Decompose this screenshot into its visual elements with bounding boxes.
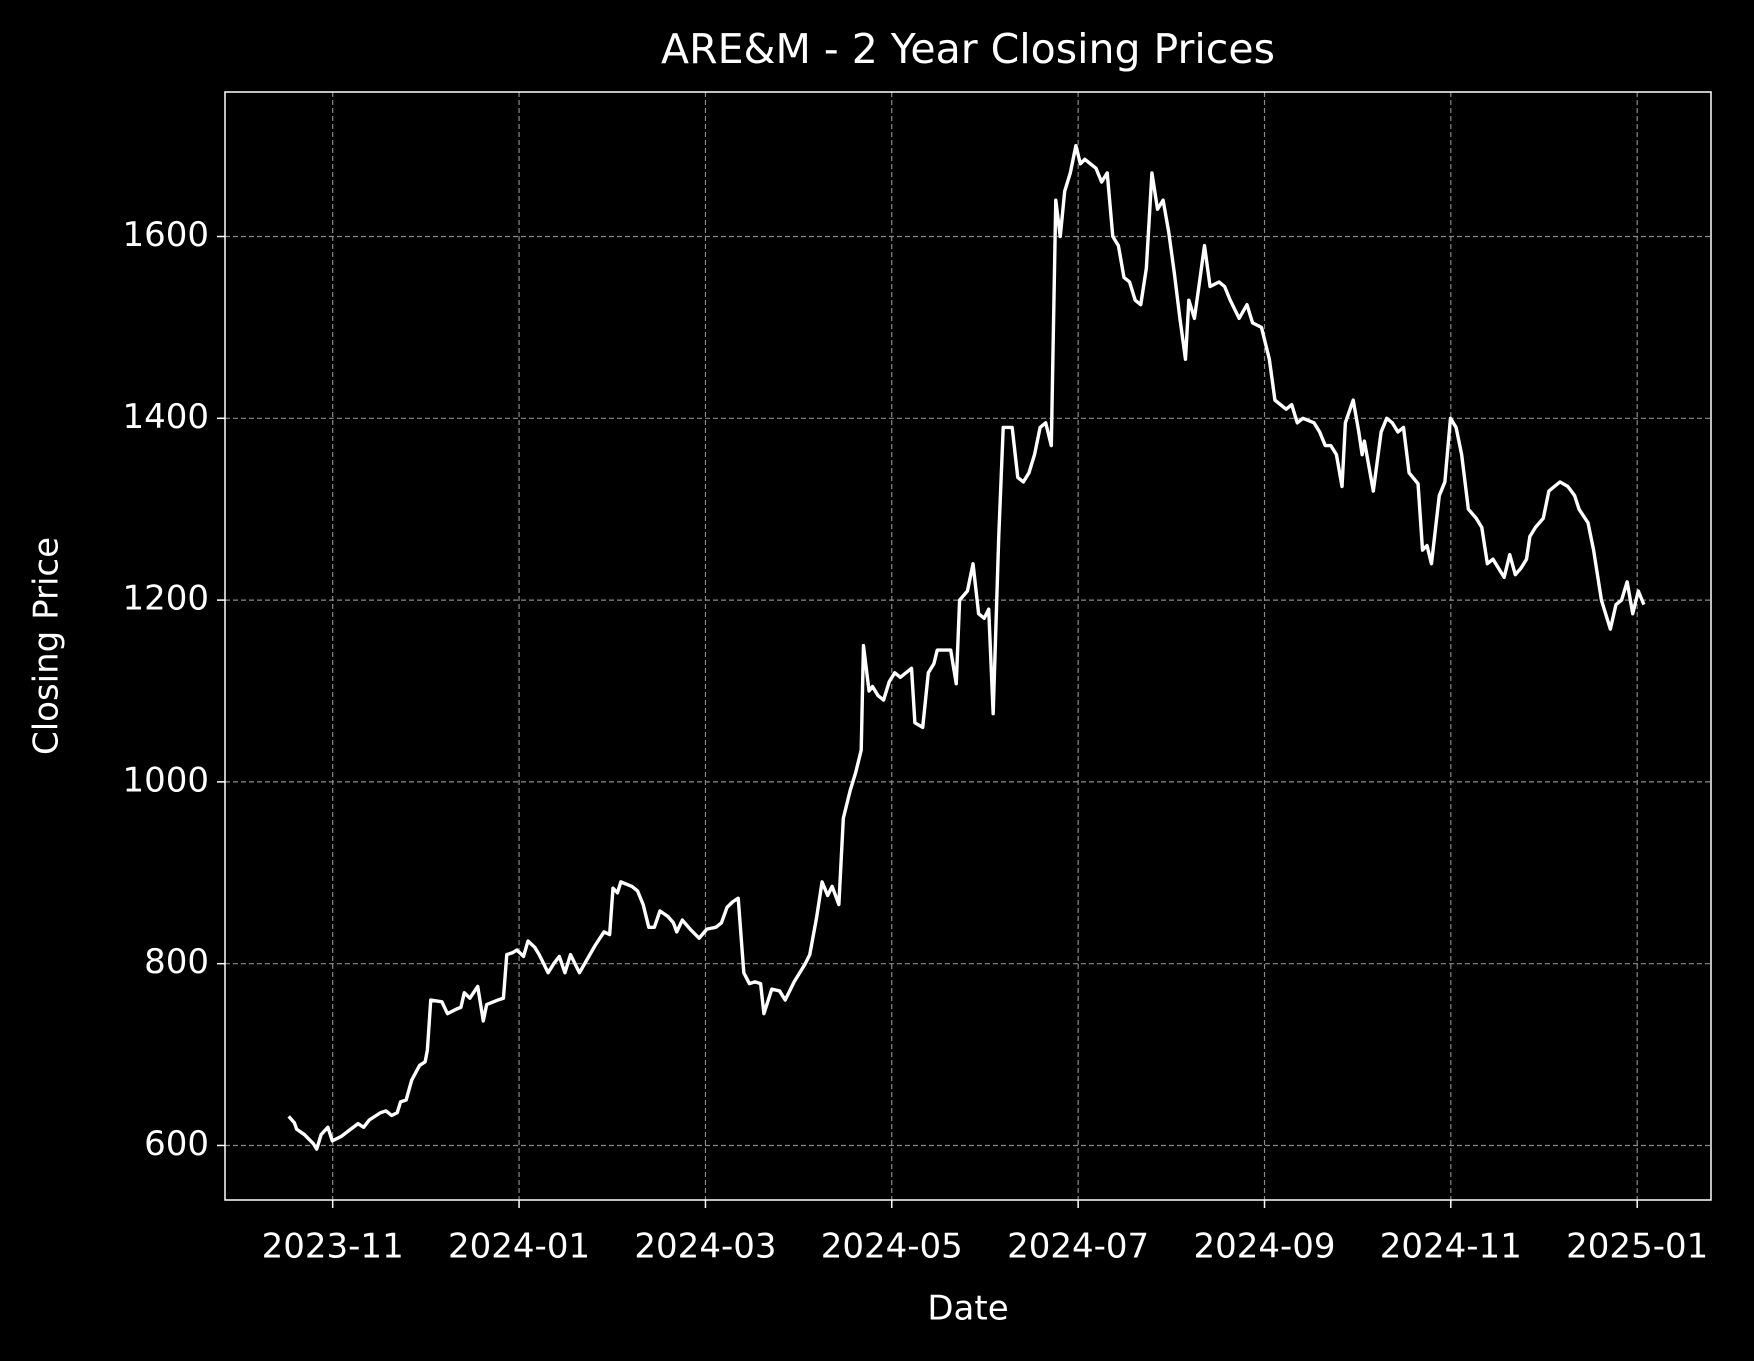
x-tick-label: 2024-03 — [634, 1227, 776, 1267]
x-tick-label: 2025-01 — [1566, 1227, 1708, 1267]
y-tick-label: 1000 — [122, 760, 209, 800]
chart-title: ARE&M - 2 Year Closing Prices — [661, 25, 1275, 73]
x-tick-label: 2024-11 — [1380, 1227, 1522, 1267]
x-tick-label: 2024-09 — [1193, 1227, 1335, 1267]
y-tick-label: 600 — [144, 1124, 209, 1164]
y-tick-label: 1400 — [122, 397, 209, 437]
y-axis-label: Closing Price — [27, 537, 67, 755]
x-tick-label: 2024-07 — [1007, 1227, 1149, 1267]
x-tick-label: 2024-01 — [448, 1227, 590, 1267]
plot-frame — [224, 91, 1712, 1201]
y-tick-label: 1600 — [122, 215, 209, 255]
x-axis-label: Date — [927, 1289, 1008, 1329]
y-tick-label: 1200 — [122, 579, 209, 619]
price-line — [287, 143, 1646, 1151]
y-tick-label: 800 — [144, 942, 209, 982]
x-tick-label: 2024-05 — [821, 1227, 963, 1267]
x-tick-label: 2023-11 — [262, 1227, 404, 1267]
